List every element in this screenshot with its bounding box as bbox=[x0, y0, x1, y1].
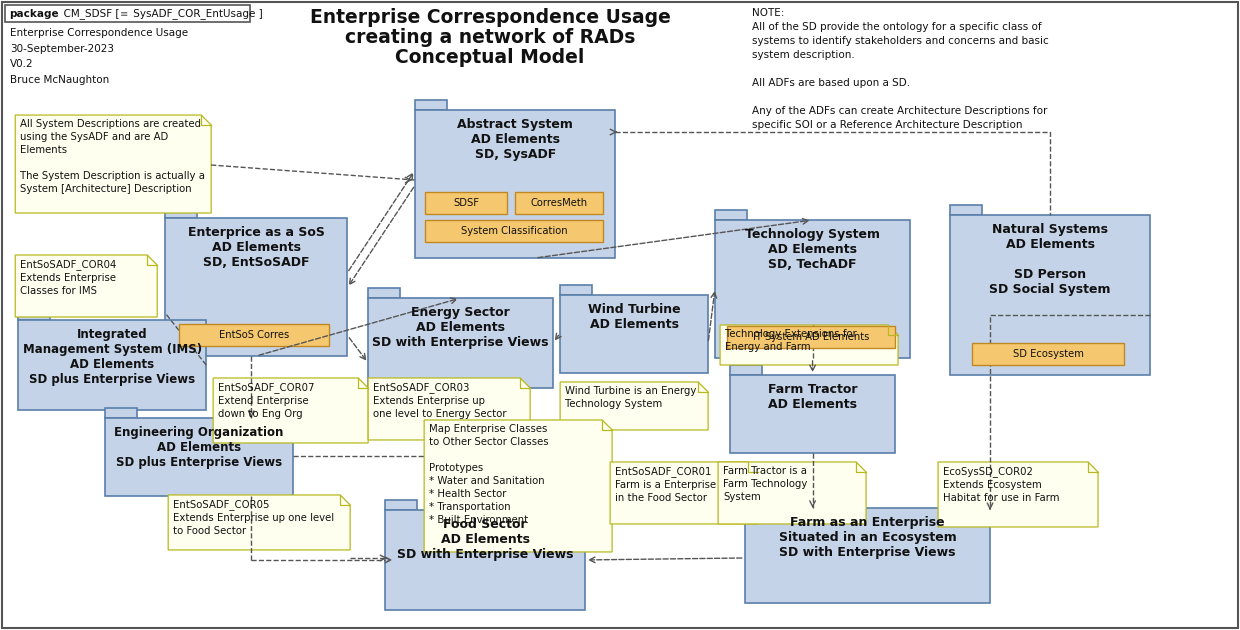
FancyBboxPatch shape bbox=[105, 408, 138, 418]
Text: EntSoSADF_COR04
Extends Enterprise
Classes for IMS: EntSoSADF_COR04 Extends Enterprise Class… bbox=[20, 259, 117, 296]
Text: ≡: ≡ bbox=[118, 9, 131, 18]
Polygon shape bbox=[560, 382, 708, 430]
Polygon shape bbox=[720, 325, 898, 365]
FancyBboxPatch shape bbox=[727, 326, 895, 348]
Text: Integrated
Management System (IMS)
AD Elements
SD plus Enterprise Views: Integrated Management System (IMS) AD El… bbox=[22, 328, 202, 386]
Text: NOTE:
All of the SD provide the ontology for a specific class of
systems to iden: NOTE: All of the SD provide the ontology… bbox=[753, 8, 1049, 130]
Text: Abstract System
AD Elements
SD, SysADF: Abstract System AD Elements SD, SysADF bbox=[458, 118, 573, 161]
FancyBboxPatch shape bbox=[425, 192, 507, 214]
Text: SD Ecosystem: SD Ecosystem bbox=[1013, 349, 1084, 359]
FancyBboxPatch shape bbox=[105, 418, 293, 496]
FancyBboxPatch shape bbox=[560, 295, 708, 373]
Text: Enterprise Correspondence Usage
30-September-2023
V0.2
Bruce McNaughton: Enterprise Correspondence Usage 30-Septe… bbox=[10, 28, 188, 85]
FancyBboxPatch shape bbox=[950, 205, 982, 215]
Text: SDSF: SDSF bbox=[453, 198, 479, 208]
FancyBboxPatch shape bbox=[5, 5, 250, 22]
Text: EntSoSADF_COR01
Farm is a Enterprise
in the Food Sector: EntSoSADF_COR01 Farm is a Enterprise in … bbox=[615, 466, 717, 503]
FancyBboxPatch shape bbox=[165, 208, 197, 218]
Polygon shape bbox=[15, 115, 211, 213]
FancyBboxPatch shape bbox=[415, 100, 448, 110]
Text: EcoSysSD_COR02
Extends Ecosystem
Habitat for use in Farm: EcoSysSD_COR02 Extends Ecosystem Habitat… bbox=[944, 466, 1059, 503]
Text: EntSoS Corres: EntSoS Corres bbox=[219, 330, 289, 340]
Text: Food Sector
AD Elements
SD with Enterprise Views: Food Sector AD Elements SD with Enterpri… bbox=[397, 518, 573, 561]
FancyBboxPatch shape bbox=[972, 343, 1123, 365]
Polygon shape bbox=[718, 462, 866, 524]
Text: CM_SDSF [: CM_SDSF [ bbox=[57, 8, 120, 19]
Text: creating a network of RADs: creating a network of RADs bbox=[345, 28, 635, 47]
FancyBboxPatch shape bbox=[730, 375, 895, 453]
Text: EntSoSADF_COR05
Extends Enterprise up one level
to Food Sector: EntSoSADF_COR05 Extends Enterprise up on… bbox=[174, 499, 335, 536]
Text: All System Descriptions are created
using the SysADF and are AD
Elements

The Sy: All System Descriptions are created usin… bbox=[20, 119, 205, 194]
Polygon shape bbox=[368, 378, 531, 440]
Text: Conceptual Model: Conceptual Model bbox=[396, 48, 585, 67]
FancyBboxPatch shape bbox=[19, 320, 206, 410]
FancyBboxPatch shape bbox=[180, 324, 329, 346]
FancyBboxPatch shape bbox=[425, 220, 603, 242]
Text: Wind Turbine is an Energy
Technology System: Wind Turbine is an Energy Technology Sys… bbox=[565, 386, 697, 409]
Text: Enterprise Correspondence Usage: Enterprise Correspondence Usage bbox=[310, 8, 671, 27]
FancyBboxPatch shape bbox=[730, 365, 763, 375]
FancyBboxPatch shape bbox=[165, 218, 347, 356]
Text: Energy Sector
AD Elements
SD with Enterprise Views: Energy Sector AD Elements SD with Enterp… bbox=[372, 306, 549, 349]
Text: Map Enterprise Classes
to Other Sector Classes

Prototypes
* Water and Sanitatio: Map Enterprise Classes to Other Sector C… bbox=[429, 424, 549, 525]
Text: SysADF_COR_EntUsage ]: SysADF_COR_EntUsage ] bbox=[130, 8, 263, 19]
FancyBboxPatch shape bbox=[19, 310, 50, 320]
Polygon shape bbox=[213, 378, 368, 443]
FancyBboxPatch shape bbox=[745, 508, 990, 603]
FancyBboxPatch shape bbox=[515, 192, 603, 214]
FancyBboxPatch shape bbox=[560, 285, 593, 295]
FancyBboxPatch shape bbox=[368, 298, 553, 388]
Text: Wind Turbine
AD Elements: Wind Turbine AD Elements bbox=[588, 303, 681, 331]
Text: EntSoSADF_COR07
Extend Enterprise
down to Eng Org: EntSoSADF_COR07 Extend Enterprise down t… bbox=[218, 382, 315, 419]
FancyBboxPatch shape bbox=[386, 500, 417, 510]
FancyBboxPatch shape bbox=[715, 210, 746, 220]
FancyBboxPatch shape bbox=[415, 110, 615, 258]
Polygon shape bbox=[169, 495, 350, 550]
Text: Natural Systems
AD Elements

SD Person
SD Social System: Natural Systems AD Elements SD Person SD… bbox=[990, 223, 1111, 296]
FancyBboxPatch shape bbox=[950, 215, 1149, 375]
Polygon shape bbox=[610, 462, 758, 524]
Text: Engineering Organization
AD Elements
SD plus Enterprise Views: Engineering Organization AD Elements SD … bbox=[114, 426, 284, 469]
Text: package: package bbox=[9, 9, 58, 18]
Text: EntSoSADF_COR03
Extends Enterprise up
one level to Energy Sector: EntSoSADF_COR03 Extends Enterprise up on… bbox=[373, 382, 507, 419]
FancyBboxPatch shape bbox=[386, 510, 585, 610]
FancyBboxPatch shape bbox=[715, 220, 910, 358]
Text: IT System AD Elements: IT System AD Elements bbox=[753, 332, 869, 342]
Text: Technology System
AD Elements
SD, TechADF: Technology System AD Elements SD, TechAD… bbox=[745, 228, 880, 271]
Text: CorresMeth: CorresMeth bbox=[531, 198, 588, 208]
FancyBboxPatch shape bbox=[368, 288, 401, 298]
Polygon shape bbox=[15, 255, 157, 317]
Text: Enterprice as a SoS
AD Elements
SD, EntSoSADF: Enterprice as a SoS AD Elements SD, EntS… bbox=[187, 226, 325, 269]
Text: Farm Tractor
AD Elements: Farm Tractor AD Elements bbox=[768, 383, 857, 411]
Text: System Classification: System Classification bbox=[461, 226, 568, 236]
Text: Technology Extensions for
Energy and Farm: Technology Extensions for Energy and Far… bbox=[725, 329, 857, 352]
FancyBboxPatch shape bbox=[745, 498, 777, 508]
Polygon shape bbox=[424, 420, 613, 552]
Text: Farm as an Enterprise
Situated in an Ecosystem
SD with Enterprise Views: Farm as an Enterprise Situated in an Eco… bbox=[779, 516, 956, 559]
Polygon shape bbox=[937, 462, 1099, 527]
Text: Farm Tractor is a
Farm Technology
System: Farm Tractor is a Farm Technology System bbox=[723, 466, 807, 502]
